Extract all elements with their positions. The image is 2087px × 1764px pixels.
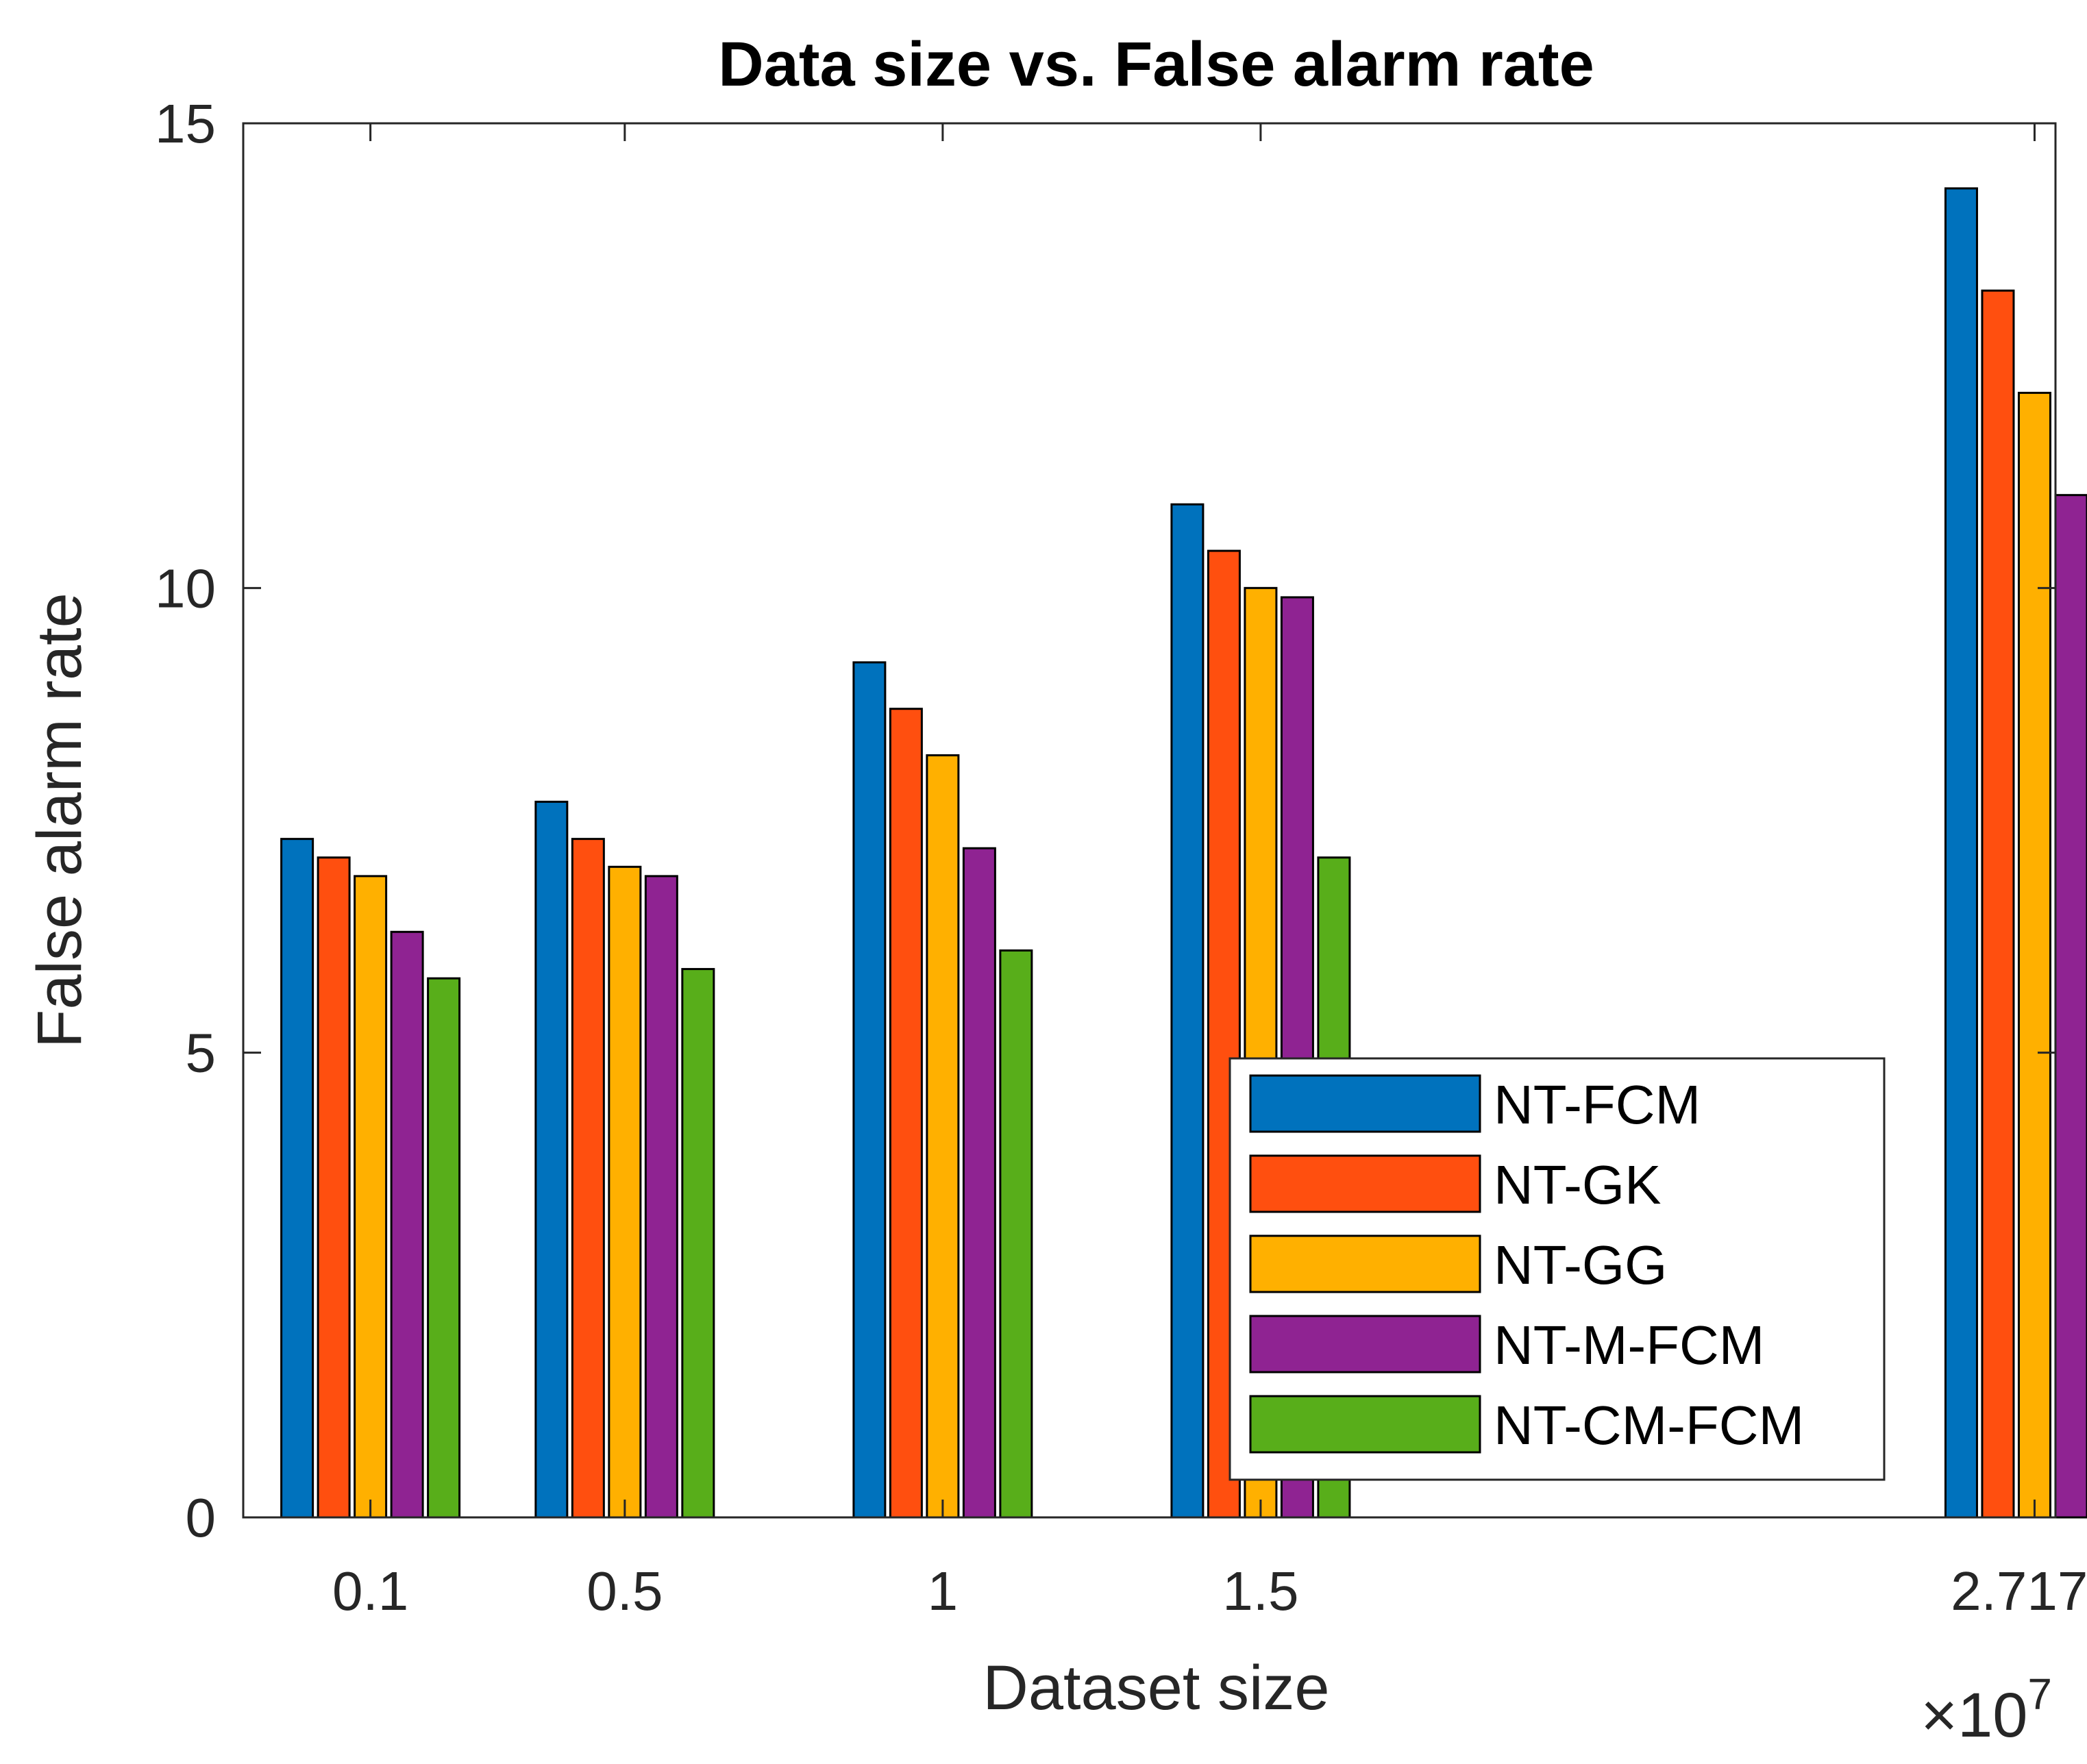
- legend-label-nt-fcm: NT-FCM: [1494, 1074, 1701, 1135]
- legend-label-nt-gk: NT-GK: [1494, 1154, 1661, 1215]
- bar-nt-gg-0.1: [354, 875, 388, 1519]
- bar-nt-m-fcm-0.5: [644, 875, 678, 1519]
- bar-nt-gg-1: [926, 754, 960, 1519]
- x-axis-exponent: ×107: [1921, 1669, 2052, 1750]
- legend: NT-FCM NT-GK NT-GG NT-M-FCM NT-CM-FCM: [1228, 1057, 1886, 1481]
- x-axis-label: Dataset size: [983, 1653, 1329, 1723]
- x-tick-label: 2.7171: [1951, 1561, 2087, 1622]
- legend-label-nt-gg: NT-GG: [1494, 1234, 1667, 1295]
- x-tick-label: 0.1: [332, 1561, 408, 1622]
- x-tick-label: 1.5: [1222, 1561, 1298, 1622]
- x-tick-label: 0.5: [586, 1561, 663, 1622]
- y-tick-label: 0: [186, 1487, 217, 1548]
- chart-title: Data size vs. False alarm rate: [718, 29, 1594, 99]
- x-exponent-power: 7: [2027, 1669, 2052, 1719]
- legend-swatch-nt-gk: [1249, 1154, 1481, 1213]
- y-tick-label: 5: [186, 1023, 217, 1084]
- bar-nt-cm-fcm-1: [999, 949, 1033, 1519]
- bars: [280, 187, 2087, 1519]
- legend-swatch-nt-fcm: [1249, 1074, 1481, 1133]
- bar-nt-fcm-2.7171: [1944, 187, 1978, 1519]
- axes-box: [242, 122, 2057, 1519]
- bar-nt-gg-0.5: [608, 865, 642, 1519]
- bar-nt-cm-fcm-0.1: [427, 977, 461, 1519]
- bar-nt-fcm-0.1: [280, 838, 314, 1519]
- legend-label-nt-cm-fcm: NT-CM-FCM: [1494, 1395, 1804, 1456]
- legend-swatch-nt-gg: [1249, 1234, 1481, 1293]
- x-tick-label: 1: [928, 1561, 959, 1622]
- bar-nt-cm-fcm-0.5: [681, 968, 715, 1519]
- y-tick-label: 10: [155, 558, 216, 619]
- y-axis-label: False alarm rate: [25, 593, 95, 1048]
- y-tick-label: 15: [155, 93, 216, 154]
- x-exponent-base: ×10: [1921, 1680, 2027, 1750]
- bar-nt-fcm-0.5: [534, 800, 569, 1519]
- bar-nt-gk-0.5: [571, 838, 605, 1519]
- bar-nt-gk-1: [889, 708, 923, 1519]
- bar-nt-gk-0.1: [317, 856, 351, 1519]
- bar-nt-fcm-1: [852, 661, 887, 1519]
- bar-nt-gg-2.7171: [2017, 391, 2051, 1519]
- bar-nt-m-fcm-1: [962, 847, 996, 1519]
- bar-nt-m-fcm-0.1: [390, 930, 424, 1519]
- bar-nt-fcm-1.5: [1170, 503, 1205, 1519]
- legend-swatch-nt-m-fcm: [1249, 1315, 1481, 1374]
- legend-label-nt-m-fcm: NT-M-FCM: [1494, 1315, 1764, 1376]
- axes: 0 5 10 15 0.1 0.5 1 1.5 2.7171: [155, 93, 2087, 1622]
- bar-nt-m-fcm-2.7171: [2054, 494, 2087, 1519]
- bar-nt-gk-2.7171: [1981, 289, 2015, 1519]
- legend-swatch-nt-cm-fcm: [1249, 1395, 1481, 1454]
